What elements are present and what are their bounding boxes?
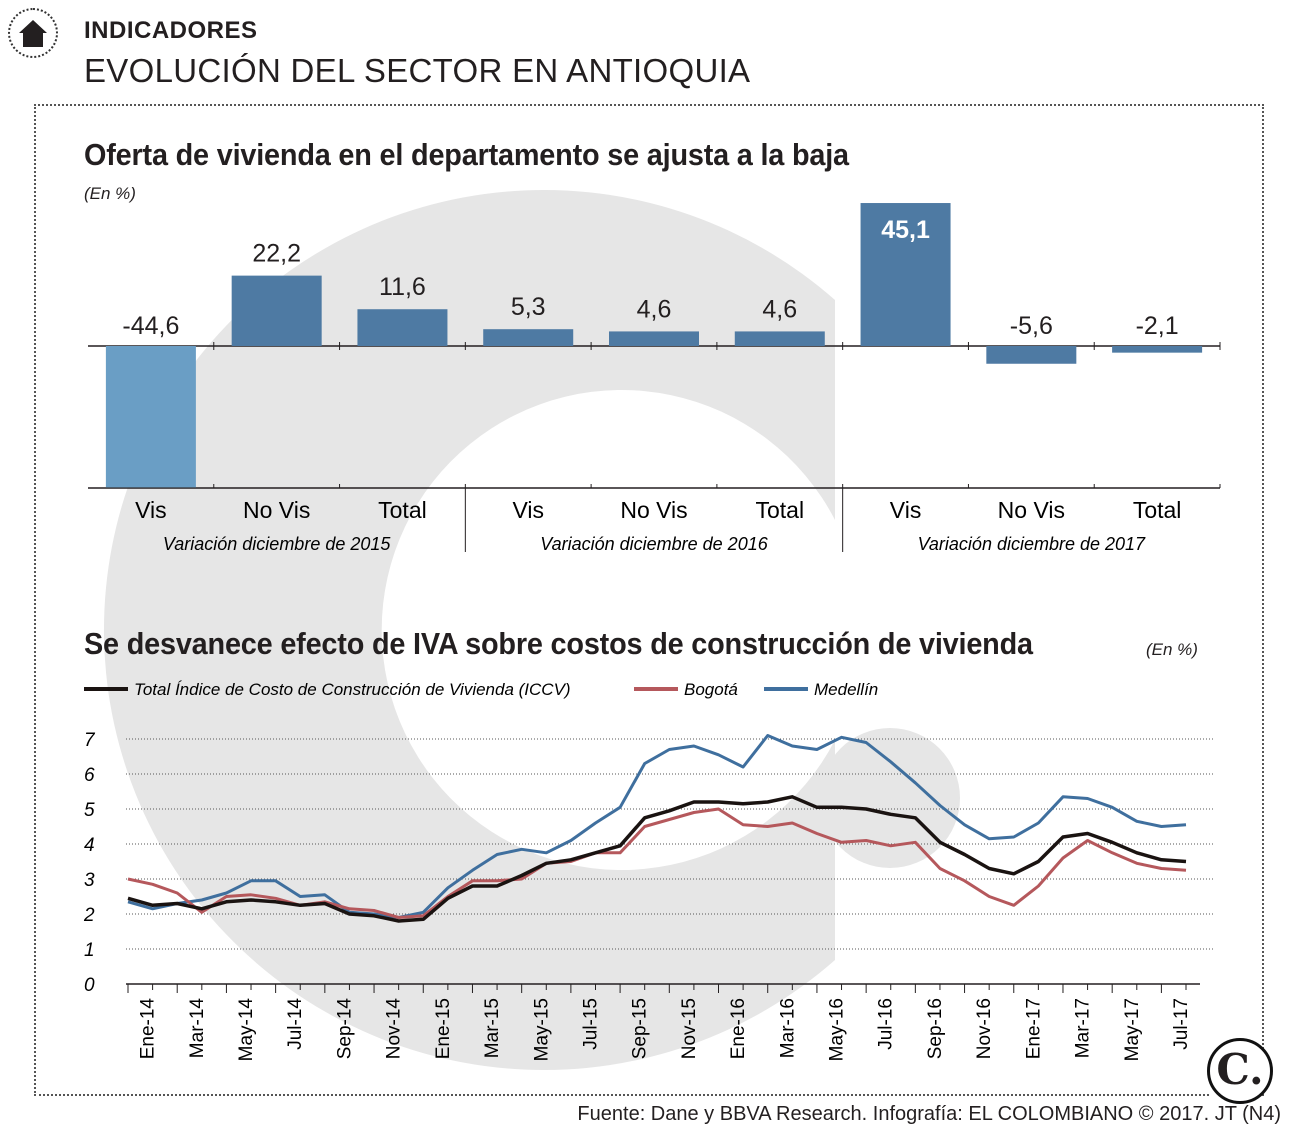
y-tick-label: 0 — [84, 975, 95, 996]
section-label: INDICADORES — [84, 17, 258, 44]
x-tick-label: Mar-15 — [482, 998, 503, 1058]
medellin-line — [127, 734, 1187, 919]
x-tick-label: Nov-16 — [974, 998, 995, 1059]
bar-value-label: 5,3 — [511, 293, 546, 321]
x-tick-label: Nov-14 — [384, 998, 405, 1060]
section-title: EVOLUCIÓN DEL SECTOR EN ANTIOQUIA — [84, 52, 751, 89]
bar-category-label: No Vis — [243, 497, 310, 523]
x-tick-label: Nov-15 — [679, 998, 700, 1059]
x-tick-label: Sep-15 — [630, 998, 651, 1059]
x-tick-label: May-14 — [236, 998, 257, 1062]
bar-chart-title: Oferta de vivienda en el departamento se… — [84, 137, 849, 172]
bar-group-label: Variación diciembre de 2015 — [163, 534, 391, 554]
x-tick-label: Mar-16 — [777, 998, 798, 1058]
bar-value-label: -2,1 — [1136, 312, 1179, 340]
legend-label: Medellín — [814, 680, 878, 699]
bar-value-label: 22,2 — [252, 240, 301, 268]
bar-group-label: Variación diciembre de 2017 — [918, 534, 1146, 554]
x-tick-label: Ene-14 — [138, 998, 159, 1060]
bar-value-label: 45,1 — [881, 216, 930, 244]
x-tick-label: Jul-17 — [1171, 998, 1192, 1050]
x-tick-label: Sep-14 — [334, 998, 355, 1060]
x-tick-label: Jul-15 — [580, 998, 601, 1050]
x-tick-label: Ene-16 — [728, 998, 749, 1059]
bar — [357, 309, 448, 346]
bar-category-label: Total — [755, 497, 804, 523]
bar-value-label: 4,6 — [637, 295, 672, 323]
bar-value-label: -5,6 — [1010, 312, 1053, 340]
bar — [105, 346, 196, 488]
source-note: Fuente: Dane y BBVA Research. Infografía… — [577, 1103, 1281, 1125]
bar — [734, 331, 825, 346]
bar-chart-unit: (En %) — [84, 184, 136, 203]
x-tick-label: Ene-17 — [1023, 998, 1044, 1059]
bar-category-label: Vis — [890, 497, 922, 523]
bar-chart: -44,6 Vis 22,2 No Vis 11,6 Total 5,3 Vis 4,6 No V… — [88, 203, 1221, 554]
bar-category-label: No Vis — [620, 497, 687, 523]
iccv-line — [127, 795, 1187, 923]
el-colombiano-logo: C. — [1207, 1038, 1273, 1104]
line-chart: Total Índice de Costo de Construcción de… — [83, 680, 1215, 1062]
frame-bottom-divider — [34, 1094, 1209, 1096]
home-button[interactable] — [8, 8, 58, 58]
bar-category-label: No Vis — [998, 497, 1065, 523]
bar-value-label: -44,6 — [122, 312, 179, 340]
line-chart-title: Se desvanece efecto de IVA sobre costos … — [84, 626, 1033, 661]
bar-category-label: Vis — [135, 497, 167, 523]
chart-frame — [34, 104, 1264, 1096]
line-chart-unit: (En %) — [1146, 640, 1198, 659]
legend-label: Total Índice de Costo de Construcción de… — [134, 680, 571, 699]
x-tick-label: Mar-14 — [187, 998, 208, 1059]
x-tick-label: Sep-16 — [925, 998, 946, 1059]
bar — [1112, 346, 1203, 353]
bar — [986, 346, 1077, 364]
y-tick-label: 4 — [84, 835, 95, 856]
x-tick-label: May-17 — [1122, 998, 1143, 1061]
y-tick-label: 2 — [83, 905, 95, 926]
bar-value-label: 4,6 — [762, 295, 797, 323]
x-tick-label: May-15 — [531, 998, 552, 1061]
bar-category-label: Total — [1133, 497, 1182, 523]
bogota-line — [127, 807, 1187, 919]
y-tick-label: 1 — [84, 940, 95, 961]
bar-value-label: 11,6 — [379, 273, 426, 301]
x-tick-label: Jul-14 — [285, 998, 306, 1050]
x-tick-label: Jul-16 — [876, 998, 897, 1050]
bar-group-label: Variación diciembre de 2016 — [540, 534, 768, 554]
legend-label: Bogotá — [684, 680, 738, 699]
y-tick-label: 3 — [84, 870, 95, 891]
bar-category-label: Total — [378, 497, 427, 523]
bar-category-label: Vis — [512, 497, 544, 523]
y-tick-label: 5 — [84, 800, 95, 821]
x-tick-label: Ene-15 — [433, 998, 454, 1059]
x-tick-label: May-16 — [827, 998, 848, 1061]
y-tick-label: 6 — [84, 765, 95, 786]
bar — [483, 329, 574, 346]
x-tick-label: Mar-17 — [1073, 998, 1094, 1058]
bar — [231, 275, 322, 346]
bar — [860, 203, 951, 346]
bar — [609, 331, 699, 346]
home-icon — [19, 20, 47, 47]
y-tick-label: 7 — [84, 730, 96, 751]
